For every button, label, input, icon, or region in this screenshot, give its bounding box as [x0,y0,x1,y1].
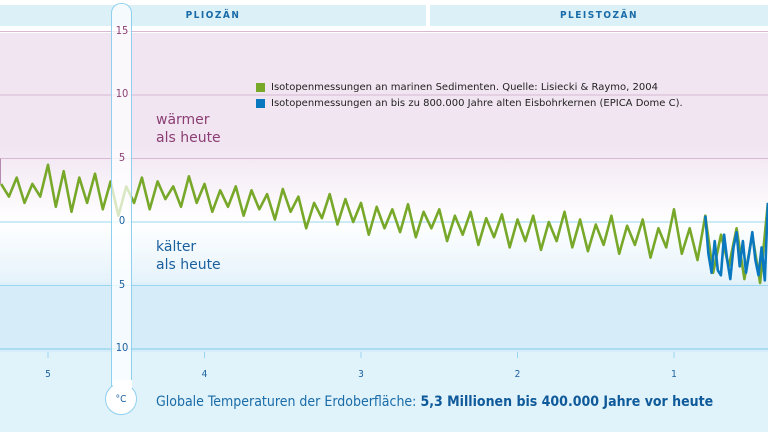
epoch-pleistocene: PLEISTOZÄN [430,5,768,26]
y-tick-label: 5 [118,150,126,164]
thermometer-joint [112,380,132,388]
colder-label: kälter als heute [156,238,221,274]
warmer-label-line2: als heute [156,130,221,146]
legend-swatch-green [256,82,265,92]
title-prefix: Globale Temperaturen der Erdoberfläche: [156,394,417,410]
unit-label: °C [115,393,127,405]
y-tick-label: 0 [118,214,126,227]
y-tick-label: 15 [115,23,129,37]
chart-title: Globale Temperaturen der Erdoberfläche: … [156,394,713,410]
warmer-label-line1: wärmer [156,112,210,128]
colder-label-line1: kälter [156,239,197,255]
legend: Isotopenmessungen an marinen Sedimenten.… [256,79,683,111]
colder-label-line2: als heute [156,257,221,273]
x-tick-label: 4 [201,369,208,380]
legend-swatch-blue [256,98,265,108]
warmer-label: wärmer als heute [156,111,221,147]
legend-item-ice-cores: Isotopenmessungen an bis zu 800.000 Jahr… [256,95,683,111]
x-tick-label: 3 [358,369,364,380]
y-tick-label: 10 [115,87,129,100]
x-tick-label: 1 [671,369,677,380]
series-line-ice-cores [704,202,768,282]
x-tick-label: 5 [45,369,51,380]
y-tick-label: 10 [115,341,129,354]
title-bold: 5,3 Millionen bis 400.000 Jahre vor heut… [420,394,714,410]
legend-item-sediments: Isotopenmessungen an marinen Sedimenten.… [256,79,683,95]
x-tick-label: 2 [514,369,521,380]
epoch-pliocene: PLIOZÄN [0,5,426,26]
y-tick-label: 5 [118,277,126,291]
thermometer-scale [111,3,132,389]
legend-label-sediments: Isotopenmessungen an marinen Sedimenten.… [271,81,658,93]
legend-label-ice-cores: Isotopenmessungen an bis zu 800.000 Jahr… [271,97,683,109]
